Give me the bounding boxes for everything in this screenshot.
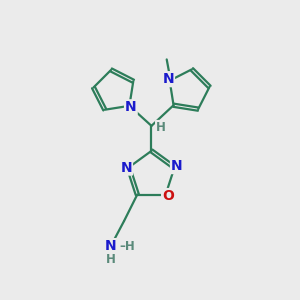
Text: N: N xyxy=(171,159,183,173)
Text: H: H xyxy=(156,121,166,134)
Text: N: N xyxy=(125,100,137,114)
Text: N: N xyxy=(120,160,132,175)
Text: –H: –H xyxy=(119,240,135,253)
Text: N: N xyxy=(162,72,174,86)
Text: N: N xyxy=(105,239,117,253)
Text: H: H xyxy=(106,253,116,266)
Text: O: O xyxy=(162,189,174,203)
